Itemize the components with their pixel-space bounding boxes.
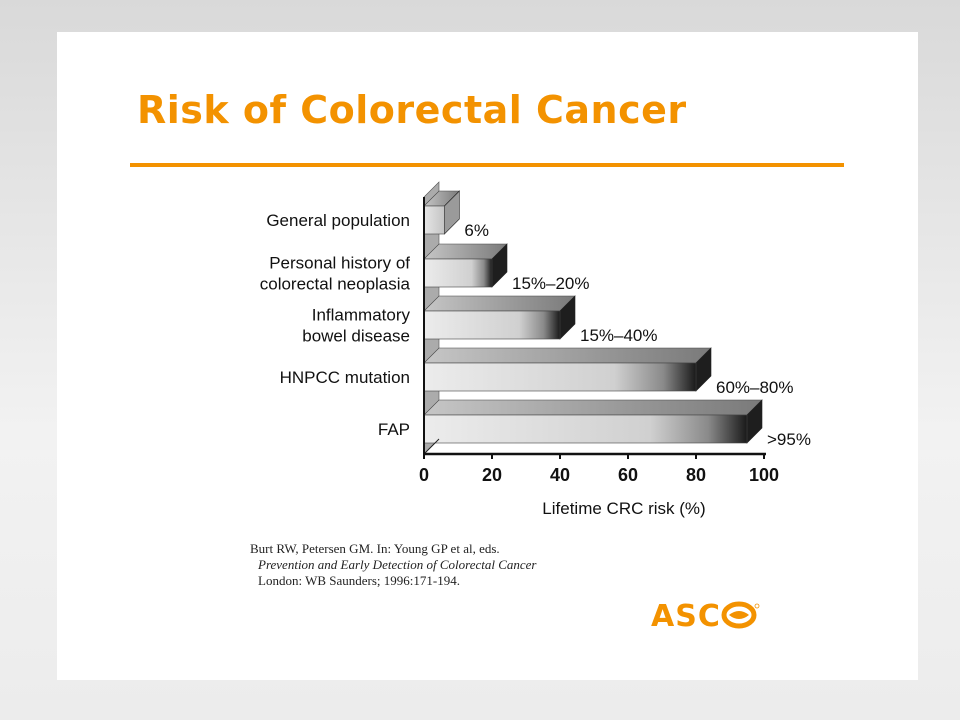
bar-top-face xyxy=(423,399,763,416)
axis-depth-line xyxy=(423,438,440,455)
x-tick-label: 0 xyxy=(419,465,429,485)
bar-value-label: 60%–80% xyxy=(716,378,794,397)
category-label: Personal history of xyxy=(269,254,410,273)
x-tick-label: 60 xyxy=(618,465,638,485)
bar-value-label: 6% xyxy=(464,221,489,240)
logo-text: ASC xyxy=(651,599,721,634)
x-tick-label: 20 xyxy=(482,465,502,485)
slide: Risk of Colorectal Cancer 6% 15%–20% 15%–4… xyxy=(57,32,918,680)
bar xyxy=(423,310,561,340)
citation-line-1: Burt RW, Petersen GM. In: Young GP et al… xyxy=(250,541,500,556)
x-tick-label: 80 xyxy=(686,465,706,485)
asco-logo: ASC xyxy=(651,596,761,634)
category-label: bowel disease xyxy=(302,327,410,346)
bar-value-label: >95% xyxy=(767,430,811,449)
slide-title: Risk of Colorectal Cancer xyxy=(137,88,687,132)
category-label: Inflammatory xyxy=(312,306,411,325)
citation-line-2: Prevention and Early Detection of Colore… xyxy=(258,557,537,572)
category-label: colorectal neoplasia xyxy=(260,275,411,294)
x-tick-label: 100 xyxy=(749,465,779,485)
category-label: HNPCC mutation xyxy=(280,368,410,387)
title-divider xyxy=(130,163,844,167)
bar xyxy=(423,362,697,392)
bar xyxy=(423,205,445,235)
x-axis-label: Lifetime CRC risk (%) xyxy=(542,499,705,518)
bar-value-label: 15%–40% xyxy=(580,326,658,345)
bar-top-face xyxy=(423,295,576,312)
bar xyxy=(423,258,493,288)
bar-top-face xyxy=(423,347,712,364)
category-label: General population xyxy=(266,211,410,230)
risk-bar-chart: 6% 15%–20% 15%–40% 60%–80% >95% General popul… xyxy=(260,181,811,518)
citation-line-3: London: WB Saunders; 1996:171-194. xyxy=(258,573,460,588)
bar xyxy=(423,414,748,444)
category-label: FAP xyxy=(378,420,410,439)
bar-value-label: 15%–20% xyxy=(512,274,590,293)
x-tick-label: 40 xyxy=(550,465,570,485)
globe-o-icon xyxy=(721,601,760,629)
citation: Burt RW, Petersen GM. In: Young GP et al… xyxy=(250,541,536,589)
